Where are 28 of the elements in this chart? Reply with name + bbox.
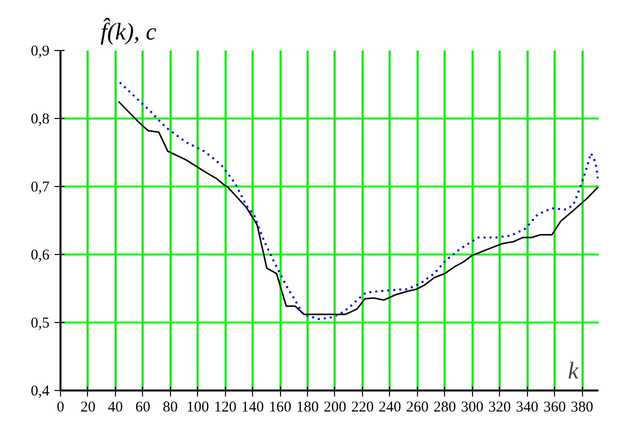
x-tick-label: 240	[378, 400, 402, 416]
y-tick-label: 0,8	[30, 112, 50, 128]
y-tick-label: 0,7	[30, 180, 50, 196]
x-tick-label: 360	[543, 400, 566, 416]
x-tick-label: 340	[516, 400, 538, 416]
x-tick-label: 160	[268, 400, 292, 416]
x-tick-label: 220	[351, 400, 374, 416]
x-axis-title: k	[568, 358, 579, 384]
x-tick-label: 320	[488, 400, 511, 416]
x-tick-label: 60	[135, 400, 150, 416]
y-tick-label: 0,6	[30, 248, 50, 264]
y-axis-title: f̂(k), c	[100, 17, 157, 46]
x-tick-label: 300	[460, 400, 484, 416]
x-tick-label: 180	[296, 400, 319, 416]
x-tick-label: 40	[108, 400, 123, 416]
x-tick-label: 0	[56, 400, 64, 416]
x-tick-label: 80	[162, 400, 178, 416]
x-tick-label: 260	[406, 400, 429, 416]
x-tick-label: 200	[324, 400, 346, 416]
x-tick-label: 120	[214, 400, 236, 416]
y-tick-label: 0,4	[30, 384, 50, 400]
x-tick-label: 140	[241, 400, 264, 416]
y-tick-label: 0,9	[30, 44, 50, 60]
x-tick-label: 380	[570, 400, 594, 416]
x-tick-label: 100	[186, 400, 209, 416]
x-tick-label: 280	[434, 400, 456, 416]
x-tick-label: 20	[80, 400, 96, 416]
y-tick-label: 0,5	[30, 316, 50, 332]
